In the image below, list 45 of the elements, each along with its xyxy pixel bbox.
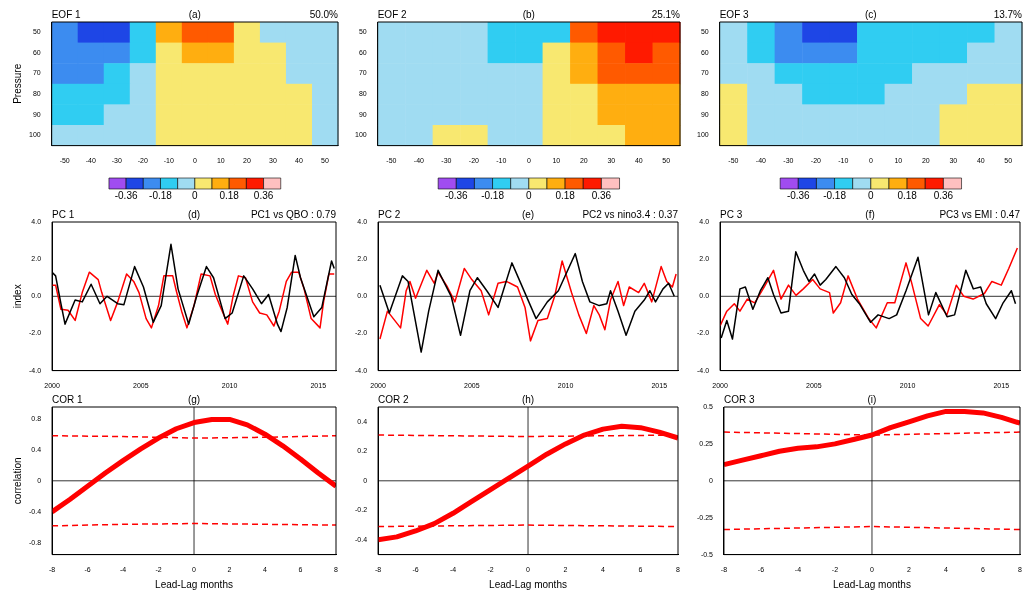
- x-axis-title: Lead-Lag months: [489, 578, 567, 590]
- color-bar-label: 0.36: [933, 189, 954, 201]
- chart-title: (b): [522, 8, 535, 20]
- text: EOF 2: [377, 8, 408, 20]
- color-bar-label: -0.36: [114, 189, 138, 201]
- chart-title: (f): [865, 208, 875, 220]
- text: PC2 vs nino3.4 : 0.37: [582, 208, 679, 220]
- text: EOF 1: [51, 8, 82, 20]
- text: COR 1: [52, 393, 84, 405]
- chart-title: (e): [521, 208, 535, 220]
- text: COR 3: [723, 393, 755, 405]
- color-bar-label: -0.36: [786, 189, 811, 201]
- text: PC1 vs QBO : 0.79: [250, 208, 337, 220]
- color-bar-label: 0: [526, 189, 533, 201]
- text: PC3 vs EMI : 0.47: [939, 208, 1021, 220]
- color-bar-label: 0.18: [219, 189, 240, 201]
- text: PC 2: [378, 208, 401, 220]
- color-bar-label: 0: [868, 189, 875, 201]
- y-axis-title: Pressure: [11, 63, 23, 104]
- text: COR 2: [378, 393, 410, 405]
- text: 50.0%: [309, 8, 339, 20]
- chart-title: (h): [521, 393, 535, 405]
- color-bar-label: -0.18: [149, 189, 173, 201]
- color-bar-label: 0: [192, 189, 199, 201]
- color-bar-label: 0.36: [591, 189, 612, 201]
- y-axis-title: correlation: [11, 457, 23, 505]
- color-bar-label: 0.18: [897, 189, 918, 201]
- color-bar-label: -0.18: [481, 189, 505, 201]
- chart-title: (g): [187, 393, 201, 405]
- x-axis-title: Lead-Lag months: [155, 578, 233, 590]
- text: EOF 3: [719, 8, 750, 20]
- x-axis-title: Lead-Lag months: [833, 578, 911, 590]
- chart-title: (c): [865, 8, 877, 20]
- text: 13.7%: [993, 8, 1023, 20]
- color-bar-label: -0.18: [823, 189, 847, 201]
- color-bar-label: -0.36: [444, 189, 469, 201]
- chart-title: (i): [867, 393, 877, 405]
- chart-title: (a): [188, 8, 201, 20]
- y-axis-title: index: [11, 284, 23, 309]
- chart-title: (d): [187, 208, 201, 220]
- text: PC 1: [52, 208, 75, 220]
- color-bar-label: 0.36: [253, 189, 274, 201]
- text: 25.1%: [651, 8, 681, 20]
- color-bar-label: 0.18: [555, 189, 576, 201]
- text: PC 3: [720, 208, 743, 220]
